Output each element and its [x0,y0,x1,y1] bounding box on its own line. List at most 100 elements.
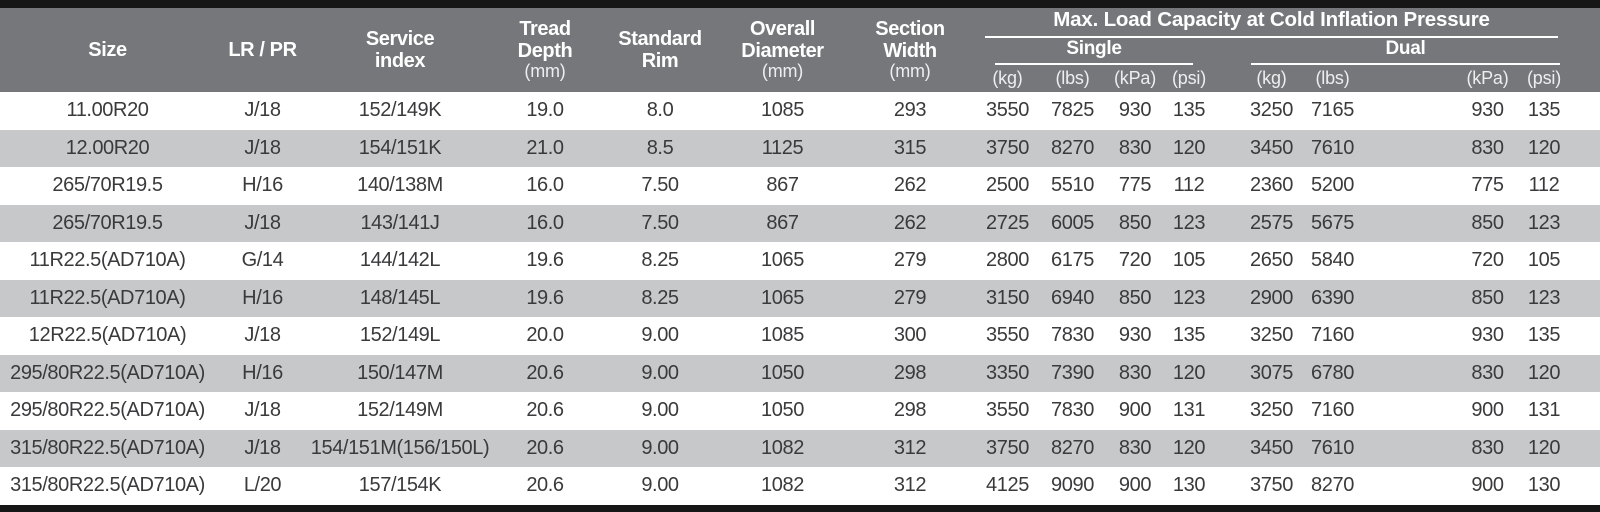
col-header-dual-lbs: (lbs) [1300,65,1365,92]
cell: 154/151M(156/150L) [310,436,490,459]
col-group-single: Single [975,38,1213,65]
spacer-cell [1365,280,1455,318]
cell: 6390 [1311,286,1354,309]
table-row: 265/70R19.5 J/18 143/141J 16.0 7.50 867 262 272… [0,204,1600,243]
cell: 900 [1471,474,1504,497]
table-body: 11.00R20 J/18 152/149K 19.0 8.0 1085 293 3550 78… [0,92,1600,505]
table-row: 315/80R22.5(AD710A) L/20 157/154K 20.6 9.00 1… [0,467,1600,505]
col-header-single-kpa: (kPa) [1105,65,1165,92]
cell: 3750 [1250,474,1293,497]
cell: 9.00 [641,361,679,384]
margin-cell [1568,92,1600,130]
cell: 830 [1118,136,1152,159]
col-header-single-kg: (kg) [975,65,1040,92]
cell: 135 [1527,324,1561,347]
cell: 7830 [1051,324,1094,347]
cell: 7.50 [641,174,679,197]
spacer-cell [1365,392,1455,430]
cell: 131 [1527,399,1561,422]
spacer-cell [1213,467,1243,505]
cell: 157/154K [358,474,442,497]
cell: 123 [1527,211,1561,234]
cell: J/18 [244,324,281,347]
cell: 262 [893,211,927,234]
cell: 148/145L [359,286,441,309]
cell: 12.00R20 [65,136,150,159]
spacer-cell [1365,242,1455,280]
margin-cell [1568,467,1600,505]
bottom-border-bar [0,504,1600,512]
col-header-size-label: Size [88,39,127,61]
cell: 1085 [761,99,804,122]
cell: 7390 [1051,361,1094,384]
cell: 900 [1118,399,1152,422]
cell: 21.0 [526,136,564,159]
margin-cell [1568,392,1600,430]
cell: 5200 [1311,174,1354,197]
header-row-3: (kg) (lbs) (kPa) (psi) (kg) (lbs) (kPa) … [0,65,1600,92]
cell: 3075 [1250,361,1293,384]
cell: 20.6 [526,361,564,384]
spacer-cell [1365,92,1455,130]
cell: 8.25 [641,286,679,309]
cell: 6005 [1051,211,1094,234]
cell: 130 [1172,474,1206,497]
cell: 9.00 [641,324,679,347]
cell: 144/142L [359,249,441,272]
cell: G/14 [241,249,284,272]
table-row: 12R22.5(AD710A) J/18 152/149L 20.0 9.00 1085 3… [0,317,1600,355]
col-header-single-lbs: (lbs) [1040,65,1105,92]
cell: 1125 [761,136,804,159]
table-header: Size LR / PR Service index Tread Depth (… [0,8,1600,92]
margin-cell [1568,167,1600,205]
cell: 120 [1172,136,1206,159]
cell: 2725 [986,211,1029,234]
cell: 20.6 [526,474,564,497]
cell: 312 [893,474,927,497]
margin-cell [1568,430,1600,468]
spacer-cell [1213,242,1243,280]
header-inner-gap [1365,65,1455,92]
cell: 850 [1471,286,1504,309]
cell: 7160 [1311,399,1354,422]
cell: 850 [1118,211,1152,234]
cell: 1050 [761,361,804,384]
spacer-cell [1213,392,1243,430]
cell: 123 [1527,286,1561,309]
cell: 2900 [1250,286,1293,309]
cell: 315/80R22.5(AD710A) [10,474,205,497]
cell: 11R22.5(AD710A) [29,286,186,309]
cell: 930 [1471,324,1504,347]
cell: 3550 [986,99,1029,122]
header-spacer [1213,38,1243,65]
cell: 3150 [986,286,1029,309]
cell: 775 [1118,174,1152,197]
cell: 2800 [986,249,1029,272]
margin-cell [1568,130,1600,168]
margin-cell [1568,317,1600,355]
margin-cell [1568,205,1600,243]
col-header-overall-diameter: Overall Diameter (mm) [720,8,845,92]
spacer-cell [1365,355,1455,393]
cell: 1082 [761,436,804,459]
cell: 7610 [1311,436,1354,459]
col-header-dual-kg: (kg) [1243,65,1300,92]
spacer-cell [1213,167,1243,205]
cell: 2575 [1250,211,1293,234]
cell: 900 [1471,399,1504,422]
cell: 2650 [1250,249,1293,272]
cell: 135 [1172,324,1206,347]
cell: 4125 [986,474,1029,497]
table-row: 11R22.5(AD710A) H/16 148/145L 19.6 8.25 1065 2… [0,279,1600,318]
cell: 112 [1173,174,1205,197]
spacer-cell [1213,92,1243,130]
cell: 152/149K [358,99,442,122]
cell: 7825 [1051,99,1094,122]
spacer-cell [1213,430,1243,468]
cell: 120 [1172,361,1206,384]
spacer-cell [1365,205,1455,243]
col-header-single-psi: (psi) [1165,65,1213,92]
header-right-margin [1568,8,1600,92]
cell: 19.6 [526,286,564,309]
cell: 131 [1172,399,1206,422]
